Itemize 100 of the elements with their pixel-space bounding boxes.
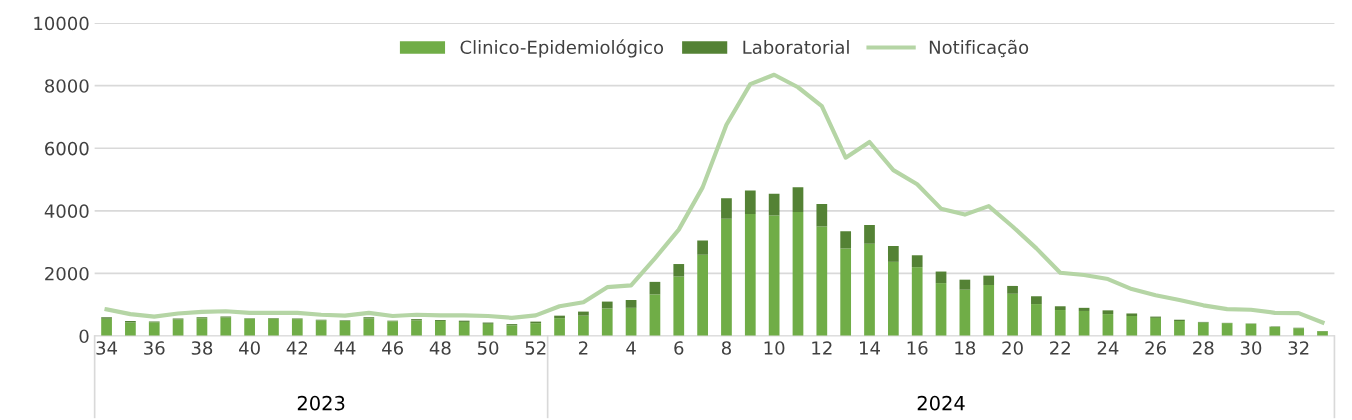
bar bbox=[673, 264, 685, 277]
x-tick-label: 46 bbox=[382, 341, 404, 355]
x-tick-label: 40 bbox=[239, 341, 260, 355]
bar bbox=[649, 281, 661, 295]
x-tick-label: 52 bbox=[525, 341, 546, 355]
line-series bbox=[104, 72, 1325, 325]
bar bbox=[1269, 326, 1281, 336]
bar bbox=[792, 187, 804, 213]
bar bbox=[983, 275, 995, 285]
bar bbox=[744, 190, 756, 214]
bar bbox=[315, 320, 327, 336]
bar bbox=[125, 322, 136, 336]
x-tick-label: 16 bbox=[907, 341, 928, 355]
bar bbox=[744, 213, 756, 336]
bar bbox=[101, 318, 112, 336]
bar bbox=[625, 300, 637, 308]
bar bbox=[1054, 310, 1066, 336]
bar bbox=[840, 231, 852, 249]
bar bbox=[887, 245, 899, 262]
bar bbox=[816, 226, 828, 336]
legend-label: Notificação bbox=[929, 39, 1029, 58]
bar bbox=[434, 320, 446, 336]
x-tick-label: 6 bbox=[674, 341, 684, 355]
bar bbox=[864, 243, 875, 336]
x-tick-label: 36 bbox=[144, 341, 165, 355]
bar bbox=[1007, 293, 1018, 336]
x-tick-label: 14 bbox=[860, 341, 880, 355]
bar bbox=[935, 283, 947, 336]
x-tick-label: 12 bbox=[812, 341, 832, 355]
x-tick-label: 28 bbox=[1193, 341, 1214, 355]
bar bbox=[983, 285, 995, 336]
bar bbox=[697, 240, 708, 255]
legend-label: Clinico-Epidemiológico bbox=[460, 39, 664, 58]
y-tick-label: 2000 bbox=[45, 266, 89, 281]
bar bbox=[1293, 328, 1305, 336]
y-tick-label: 6000 bbox=[45, 141, 89, 156]
bar bbox=[411, 320, 422, 336]
bar bbox=[1197, 322, 1209, 336]
bar bbox=[768, 215, 780, 336]
bar bbox=[220, 317, 232, 336]
bar bbox=[1031, 304, 1042, 336]
bar bbox=[244, 318, 255, 336]
y-tick-label: 10000 bbox=[34, 16, 89, 31]
text: 2024 bbox=[917, 395, 965, 411]
bar bbox=[864, 224, 875, 244]
bar bbox=[911, 267, 923, 336]
bar bbox=[816, 203, 828, 227]
bar bbox=[1126, 315, 1138, 336]
bar bbox=[268, 318, 279, 336]
bar bbox=[1054, 306, 1066, 311]
bar bbox=[291, 319, 303, 336]
text: 2023 bbox=[297, 395, 345, 411]
x-tick-label: 2 bbox=[578, 341, 588, 355]
x-tick-label: 24 bbox=[1097, 341, 1119, 355]
bar bbox=[1102, 310, 1114, 315]
x-tick-label: 4 bbox=[626, 341, 636, 355]
bar bbox=[458, 321, 470, 336]
y-tick-label: 4000 bbox=[44, 204, 89, 218]
x-tick-label: 10 bbox=[764, 341, 785, 355]
bar bbox=[578, 315, 589, 336]
bar bbox=[172, 319, 184, 336]
bar bbox=[1007, 285, 1018, 294]
bar bbox=[697, 254, 708, 336]
bar bbox=[1150, 317, 1161, 336]
x-tick-label: 32 bbox=[1288, 341, 1309, 355]
x-tick-label: 18 bbox=[955, 341, 976, 355]
bar bbox=[721, 198, 732, 219]
x-tick-label: 26 bbox=[1145, 341, 1166, 355]
bar bbox=[911, 255, 923, 268]
bar bbox=[1031, 296, 1042, 305]
bar bbox=[649, 294, 661, 336]
y-tick-label: 0 bbox=[79, 329, 89, 344]
bar bbox=[387, 321, 399, 336]
x-tick-label: 30 bbox=[1240, 341, 1262, 355]
x-tick-label: 22 bbox=[1050, 341, 1070, 355]
x-tick-label: 50 bbox=[477, 341, 499, 355]
legend-label: Laboratorial bbox=[743, 40, 849, 55]
bar bbox=[673, 276, 685, 336]
bar bbox=[1317, 331, 1328, 336]
x-tick-label: 44 bbox=[334, 341, 356, 355]
x-tick-label: 38 bbox=[191, 341, 213, 355]
x-tick-label: 42 bbox=[286, 341, 307, 355]
x-tick-label: 20 bbox=[1002, 341, 1023, 355]
bar bbox=[148, 322, 160, 336]
bar bbox=[840, 248, 852, 336]
bar bbox=[601, 308, 613, 336]
x-tick-label: 34 bbox=[96, 341, 118, 355]
x-tick-label: 48 bbox=[429, 341, 451, 355]
bar bbox=[1174, 320, 1185, 336]
bar bbox=[530, 323, 542, 336]
bar bbox=[363, 318, 375, 336]
bar bbox=[887, 261, 899, 336]
bar bbox=[1126, 313, 1138, 316]
y-tick-label: 8000 bbox=[45, 79, 89, 93]
bar bbox=[721, 218, 732, 336]
bar bbox=[959, 279, 971, 290]
bar bbox=[959, 289, 971, 336]
bar bbox=[768, 193, 780, 216]
x-tick-label: 8 bbox=[721, 341, 731, 355]
bar bbox=[578, 311, 589, 316]
